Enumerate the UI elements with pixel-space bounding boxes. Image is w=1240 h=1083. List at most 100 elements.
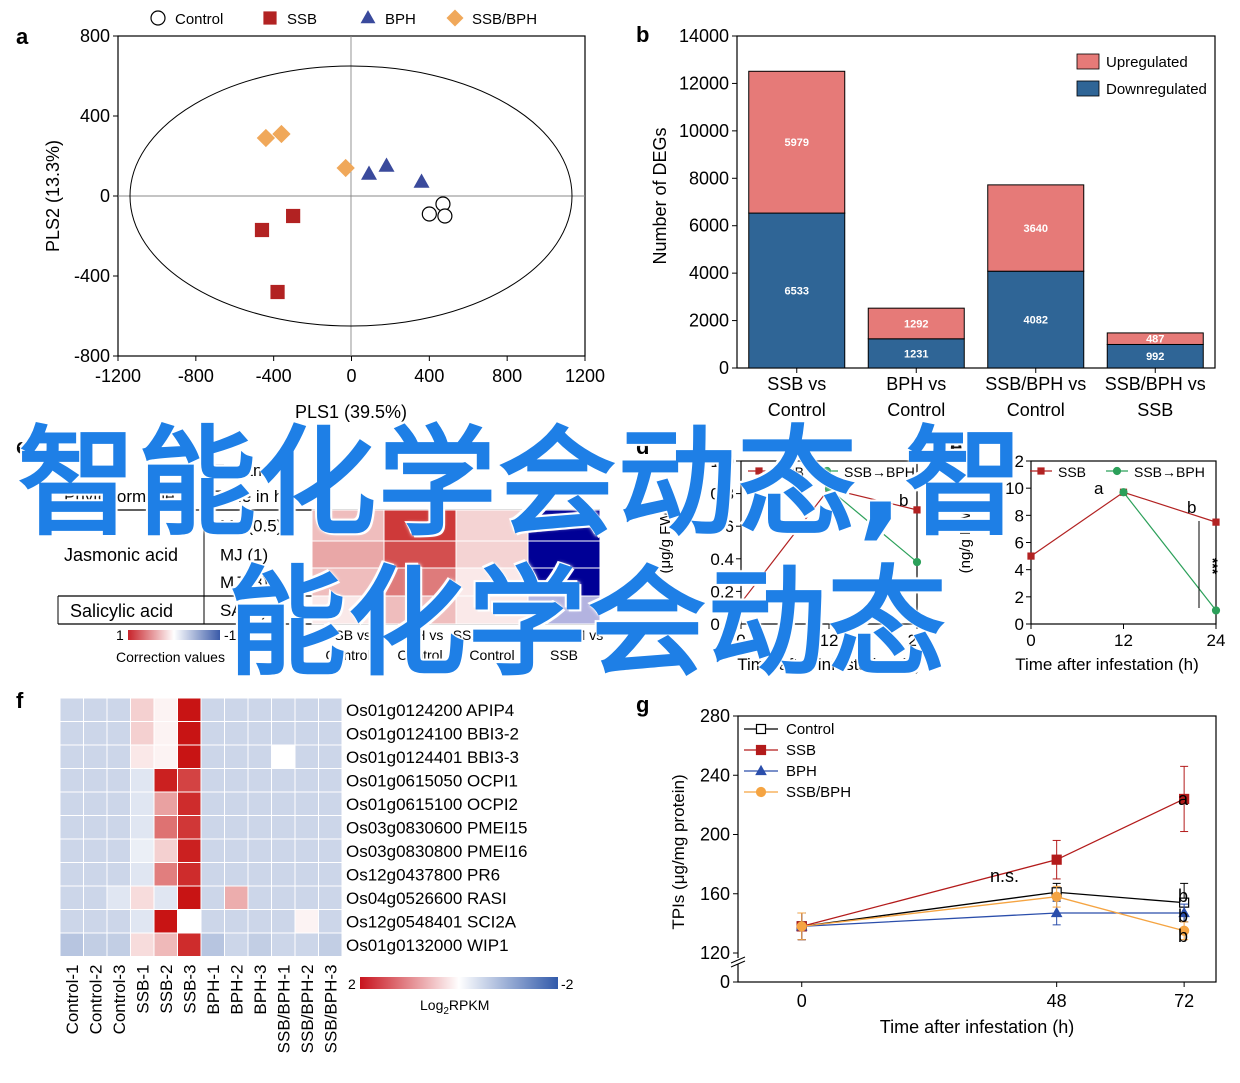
panel-f-column-label: BPH-2	[227, 965, 246, 1015]
panel-f-cell	[83, 768, 108, 793]
panel-f-cell	[318, 697, 343, 722]
panel-f-cell	[271, 815, 296, 840]
panel-b-bar-value: 5979	[785, 137, 809, 149]
panel-f-cell	[318, 838, 343, 863]
panel-f-cell	[318, 885, 343, 910]
panel-b-bar	[867, 307, 965, 340]
panel-g-axis-break-2	[730, 960, 746, 968]
panel-b-bar-value: 1231	[904, 348, 928, 360]
panel-f-cell	[83, 838, 108, 863]
panel-f-cell	[177, 815, 202, 840]
panel-g-point	[1051, 891, 1062, 902]
panel-a-legend-label: BPH	[385, 11, 416, 28]
panel-b-xtick-label: SSB/BPH vs	[1105, 374, 1206, 394]
panel-b-bar	[1106, 332, 1204, 345]
panel-a: a Control SSB BPH SSB/BPH -1200 -800 -400 0 400…	[16, 9, 605, 422]
panel-c-header: Time in h	[214, 487, 283, 506]
panel-c-cell	[527, 509, 601, 542]
panel-a-ylabel: PLS2 (13.3%)	[43, 140, 63, 252]
panel-b-legend-label: Downregulated	[1106, 81, 1207, 98]
panel-f-cell	[153, 768, 178, 793]
panel-f-cell	[294, 885, 319, 910]
panel-a-legend-label: SSB	[287, 11, 317, 28]
panel-f-column-label: SSB-3	[180, 965, 199, 1014]
panel-b-bar-value: 1292	[904, 318, 928, 330]
panel-d-point	[912, 557, 922, 567]
panel-b: b 0 2000 4000 6000 8000 10000 12000 14000 6533 5…	[636, 22, 1216, 420]
panel-f-cell	[200, 885, 225, 910]
panel-f-cell	[153, 932, 178, 957]
panel-g-legend-label: BPH	[786, 763, 817, 780]
panel-b-bar	[748, 70, 846, 214]
panel-f-cell	[318, 768, 343, 793]
panel-f-cell	[153, 909, 178, 934]
panel-b-ytick-label: 4000	[689, 263, 729, 283]
panel-f-cell	[130, 932, 155, 957]
panel-a-point	[421, 206, 437, 222]
panel-a-xtick-label: -400	[256, 366, 292, 386]
panel-b-ytick-label: 10000	[679, 121, 729, 141]
panel-a-xtick-label: 800	[492, 366, 522, 386]
panel-e-ytick-label: 4	[1015, 561, 1024, 580]
panel-f-column-label: SSB-2	[157, 965, 176, 1014]
panel-b-bar	[748, 212, 846, 369]
panel-a-point	[272, 124, 291, 144]
panel-g-legend-marker	[755, 744, 767, 756]
panel-g-series-line	[801, 798, 1185, 927]
panel-a-point	[270, 284, 285, 300]
panel-b-ytick-label: 2000	[689, 311, 729, 331]
panel-d-point	[913, 506, 921, 514]
watermark-line-1: 智能化学会动态,智	[18, 414, 1025, 552]
panel-f-cell	[247, 791, 272, 816]
panel-f-cell	[177, 791, 202, 816]
panel-b-bar-value: 4082	[1024, 315, 1048, 327]
panel-f-cell	[59, 768, 84, 793]
panel-f-column-label: SSB/BPH-3	[321, 965, 340, 1054]
panel-f-row-label: Os01g0615050 OCPI1	[346, 771, 518, 790]
panel-c-row-label: MJ (1)	[220, 546, 268, 565]
panel-f-row-label: Os03g0830600 PMEI15	[346, 818, 527, 837]
panel-c-table: Phytohormone Treatment Time in h Jasmonic a…	[57, 461, 600, 625]
panel-c-cell	[455, 595, 529, 625]
panel-f-cell	[271, 721, 296, 746]
panel-f-cell	[83, 791, 108, 816]
panel-g-ytick-label: 280	[700, 706, 730, 726]
panel-f-row-label: Os04g0526600 RASI	[346, 889, 507, 908]
panel-d-legend: SSB SSB→BPH	[748, 464, 915, 480]
panel-c-colorbar	[128, 630, 220, 640]
panel-f-cell	[247, 721, 272, 746]
panel-f-colorbar-title-end: RPKM	[449, 997, 489, 1013]
panel-c-cell	[383, 509, 457, 542]
panel-e-ytick-label: 6	[1015, 534, 1024, 553]
panel-g-ytick-label: 160	[700, 884, 730, 904]
panel-f-cell	[83, 885, 108, 910]
panel-b-ytick-label: 0	[719, 358, 729, 378]
panel-b-ticks: 0 2000 4000 6000 8000 10000 12000 14000	[679, 26, 737, 378]
panel-letter-g: g	[636, 692, 649, 717]
panel-f-cell	[200, 909, 225, 934]
panel-f-cell	[130, 909, 155, 934]
panel-g-annot-b3: b	[1178, 926, 1188, 946]
panel-f-cell	[106, 721, 131, 746]
panel-f-cell	[271, 885, 296, 910]
panel-f-colorbar-title: Log2RPKM	[420, 997, 489, 1017]
panel-a-legend-marker	[360, 10, 376, 24]
panel-f-cell	[177, 697, 202, 722]
panel-b-plot-frame	[736, 35, 1216, 369]
panel-g-ytick-label: 120	[700, 943, 730, 963]
panel-d-xtick-label: 0	[736, 631, 745, 650]
panel-f-cell	[224, 932, 249, 957]
panel-d: d 0 12 24 0.0 0.2 0.4 0.6 0.8 1.0 SSB SSB→BPH c b…	[636, 434, 926, 674]
panel-f-cell	[153, 697, 178, 722]
panel-e-legend-label: SSB→BPH	[1134, 464, 1205, 480]
panel-g-annot-b1: b	[1178, 886, 1188, 906]
panel-g-legend-marker	[755, 786, 767, 798]
panel-g-xlabel: Time after infestation (h)	[880, 1017, 1074, 1037]
panel-a-ytick-label: 400	[80, 106, 110, 126]
panel-f-cell	[130, 768, 155, 793]
panel-f-cell	[294, 721, 319, 746]
panel-e-legend-marker	[1112, 466, 1122, 476]
panel-f-cell	[200, 697, 225, 722]
panel-f-cell	[106, 909, 131, 934]
panel-f-cell	[294, 744, 319, 769]
